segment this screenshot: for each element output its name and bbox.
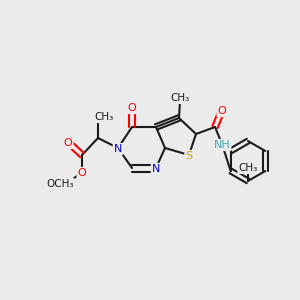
Text: N: N	[114, 144, 122, 154]
Text: S: S	[185, 151, 193, 161]
Text: O: O	[64, 138, 72, 148]
Text: CH₃: CH₃	[238, 163, 258, 173]
Text: O: O	[218, 106, 226, 116]
Text: N: N	[152, 164, 160, 174]
Text: CH₃: CH₃	[170, 93, 190, 103]
Text: CH₃: CH₃	[94, 112, 114, 122]
Text: NH: NH	[214, 140, 230, 150]
Text: O: O	[128, 103, 136, 113]
Text: OCH₃: OCH₃	[46, 179, 74, 189]
Text: O: O	[78, 168, 86, 178]
